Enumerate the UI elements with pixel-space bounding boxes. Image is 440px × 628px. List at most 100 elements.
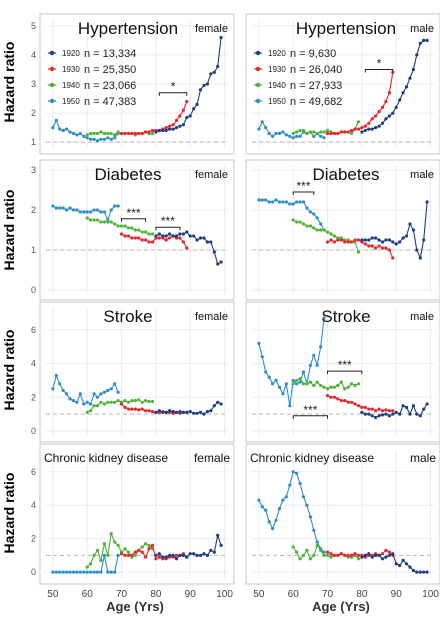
significance-bracket [292,415,329,419]
data-point-1940 [150,399,155,404]
data-point-1920 [171,553,175,558]
data-point-1950 [102,210,106,214]
data-point-1930 [336,553,340,558]
data-point-1930 [384,548,388,553]
significance-label: * [171,80,176,94]
data-point-1930 [140,407,144,411]
data-point-1920 [178,553,182,558]
data-point-1950 [295,200,299,204]
data-point-1940 [305,382,309,386]
data-point-1930 [377,244,381,248]
data-point-1920 [188,234,192,238]
data-point-1920 [415,248,419,252]
legend-count: n = 49,682 [290,96,342,108]
data-point-1930 [126,407,130,411]
data-point-1940 [319,383,323,388]
data-point-1940 [291,131,295,136]
data-point-1950 [61,206,65,210]
data-point-1930 [144,555,148,559]
data-point-1920 [398,98,402,102]
data-point-1930 [119,552,124,556]
data-point-1950 [257,127,261,131]
legend-count: n = 27,933 [290,80,342,92]
y-tick-label: 2 [31,205,36,215]
data-point-1940 [301,553,306,558]
data-point-1950 [291,378,295,382]
data-point-1920 [391,412,395,416]
data-point-1940 [113,400,117,404]
data-point-1930 [332,240,336,244]
data-point-1950 [78,392,82,396]
data-point-1930 [126,234,130,238]
chart-panel-male: * Hypertension male 1920 n = 9,630 1930 n = 26… [245,13,440,155]
data-point-1920 [157,128,161,133]
data-point-1930 [325,240,330,244]
data-point-1920 [380,557,385,561]
data-point-1930 [377,407,381,411]
data-point-1940 [109,131,113,136]
data-point-1950 [260,198,264,202]
data-point-1920 [377,124,381,128]
data-point-1920 [401,91,405,95]
data-point-1940 [116,399,120,403]
data-point-1920 [205,82,209,86]
data-point-1920 [205,240,209,244]
data-point-1930 [380,105,385,109]
data-point-1940 [312,226,316,230]
data-point-1920 [195,411,199,415]
data-point-1920 [157,232,161,236]
data-point-1920 [394,242,398,246]
data-point-1940 [116,543,120,548]
data-point-1940 [99,558,103,563]
legend-year: 1950 [268,97,286,106]
data-point-1920 [195,553,199,558]
data-point-1950 [284,133,288,137]
data-point-1940 [137,228,141,232]
y-tick-label: 3 [31,165,36,175]
data-point-1920 [415,53,419,57]
data-point-1920 [411,404,415,408]
data-point-1920 [391,111,395,115]
panel-sex-label: male [410,23,434,35]
data-point-1950 [271,200,275,204]
data-point-1930 [168,124,172,128]
data-point-1920 [202,83,206,88]
data-point-1950 [308,363,312,367]
data-point-1930 [374,409,378,413]
y-axis-label: Hazard ratio [1,330,17,411]
data-point-1940 [329,232,333,236]
data-point-1950 [85,400,89,404]
data-point-1950 [75,133,79,137]
data-point-1950 [274,378,278,382]
data-point-1920 [198,553,203,558]
data-point-1950 [281,200,285,204]
panel-sex-label: male [410,311,434,323]
data-point-1920 [408,76,412,80]
data-point-1940 [312,130,316,134]
data-point-1950 [99,570,103,574]
data-point-1940 [133,399,137,403]
data-point-1920 [195,238,199,242]
data-point-1930 [157,236,161,240]
x-tick-label: 80 [356,589,368,600]
data-point-1930 [336,397,340,401]
data-point-1920 [202,236,206,240]
data-point-1930 [137,131,141,136]
legend-count: n = 25,350 [84,64,136,76]
data-point-1950 [102,390,106,394]
data-point-1950 [264,198,268,202]
panel-frame [245,443,440,585]
data-point-1920 [168,127,172,131]
x-axis-label: Age (Yrs) [106,599,164,614]
data-point-1920 [411,67,415,72]
data-point-1940 [291,382,295,386]
data-point-1950 [106,570,110,574]
data-point-1930 [119,402,124,406]
legend-year: 1940 [62,81,80,90]
data-point-1950 [65,208,69,212]
data-point-1930 [384,408,388,412]
data-point-1920 [387,114,391,118]
panel-title: Stroke [103,307,152,326]
data-point-1940 [353,383,357,388]
panel-sex-label: female [194,451,230,465]
